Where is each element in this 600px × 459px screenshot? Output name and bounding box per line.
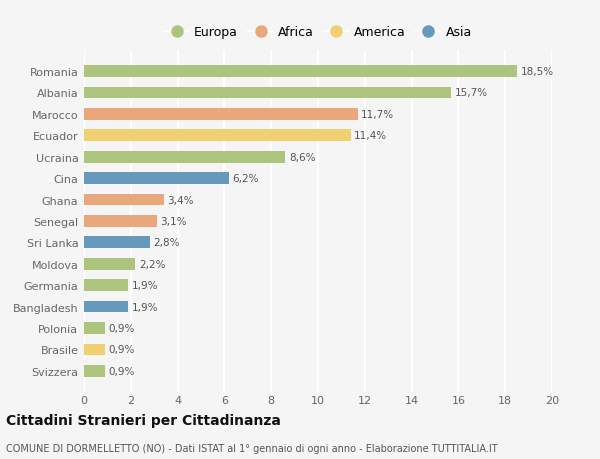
Bar: [84, 280, 128, 291]
Text: 15,7%: 15,7%: [455, 88, 488, 98]
Text: 0,9%: 0,9%: [109, 345, 135, 355]
Text: 0,9%: 0,9%: [109, 366, 135, 376]
Text: 3,1%: 3,1%: [160, 217, 187, 226]
Bar: [84, 365, 105, 377]
Bar: [84, 194, 164, 206]
Bar: [84, 151, 285, 163]
Bar: [84, 344, 105, 356]
Bar: [84, 66, 517, 78]
Bar: [84, 258, 136, 270]
Bar: [84, 173, 229, 185]
Text: 1,9%: 1,9%: [132, 280, 158, 291]
Bar: [84, 237, 149, 249]
Text: 2,8%: 2,8%: [153, 238, 179, 248]
Text: 3,4%: 3,4%: [167, 195, 194, 205]
Legend: Europa, Africa, America, Asia: Europa, Africa, America, Asia: [160, 22, 476, 43]
Text: COMUNE DI DORMELLETTO (NO) - Dati ISTAT al 1° gennaio di ogni anno - Elaborazion: COMUNE DI DORMELLETTO (NO) - Dati ISTAT …: [6, 443, 497, 453]
Text: 8,6%: 8,6%: [289, 152, 315, 162]
Text: 0,9%: 0,9%: [109, 323, 135, 333]
Bar: [84, 216, 157, 227]
Text: Cittadini Stranieri per Cittadinanza: Cittadini Stranieri per Cittadinanza: [6, 414, 281, 428]
Text: 6,2%: 6,2%: [233, 174, 259, 184]
Text: 11,4%: 11,4%: [354, 131, 388, 141]
Bar: [84, 109, 358, 121]
Bar: [84, 301, 128, 313]
Text: 11,7%: 11,7%: [361, 110, 394, 120]
Bar: [84, 87, 451, 99]
Bar: [84, 130, 351, 142]
Text: 18,5%: 18,5%: [520, 67, 554, 77]
Text: 1,9%: 1,9%: [132, 302, 158, 312]
Bar: [84, 322, 105, 334]
Text: 2,2%: 2,2%: [139, 259, 166, 269]
